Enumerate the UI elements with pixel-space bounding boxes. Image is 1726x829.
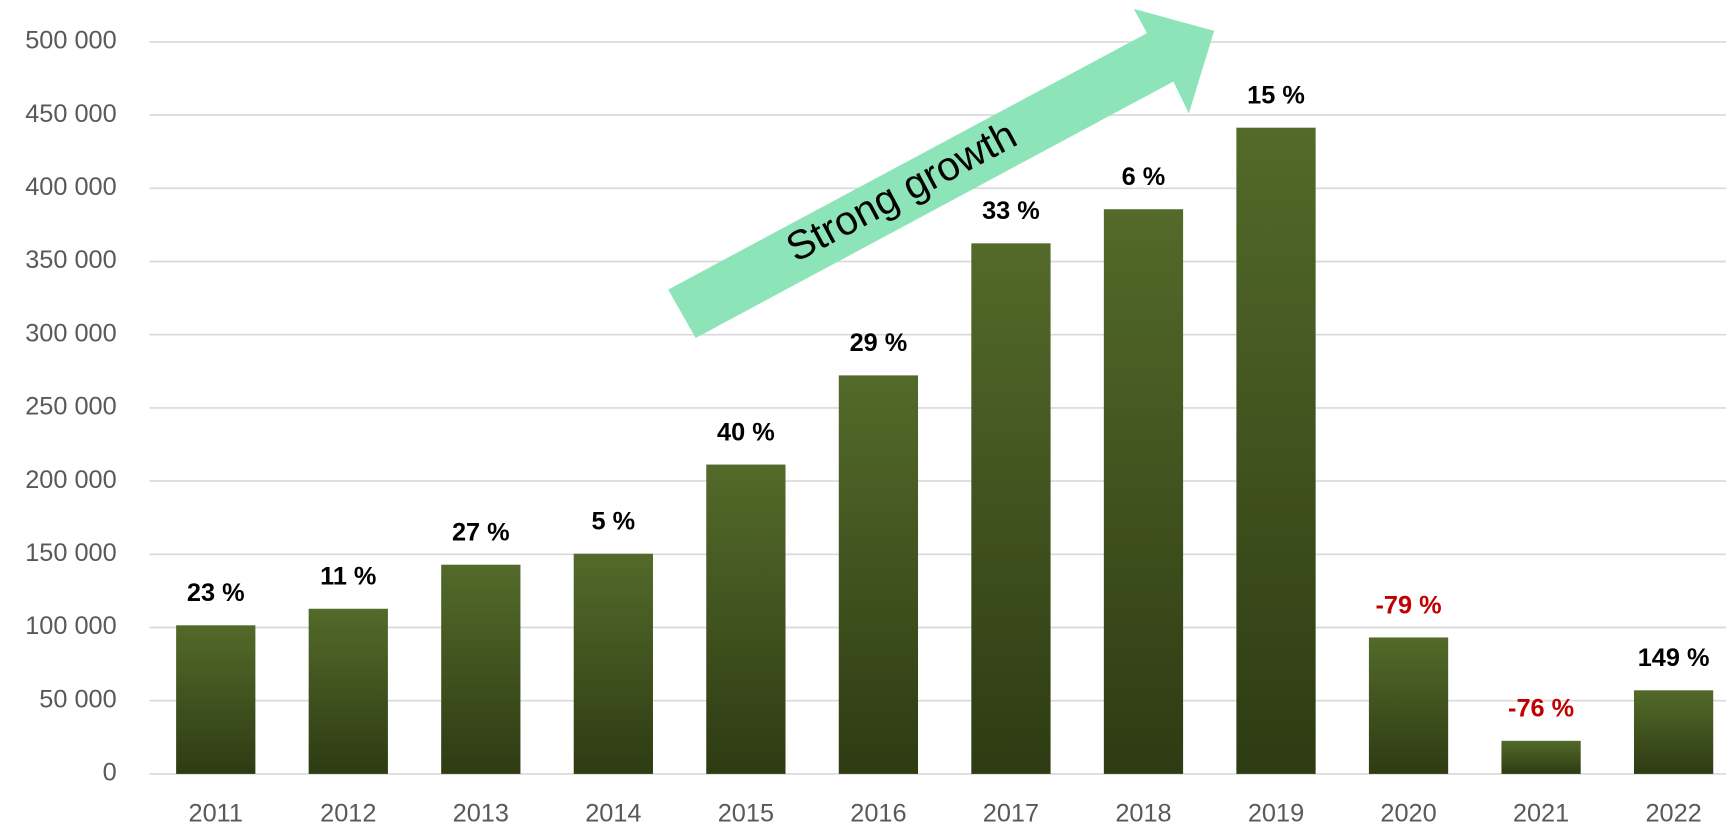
growth-label: 11 %	[320, 563, 376, 591]
y-tick-label: 450 000	[25, 100, 116, 128]
growth-label: 40 %	[717, 418, 775, 446]
bar	[971, 243, 1051, 774]
x-tick-label: 2012	[320, 799, 376, 827]
bar	[1103, 209, 1184, 774]
x-tick-label: 2021	[1513, 799, 1569, 827]
bar	[1368, 637, 1449, 774]
growth-label: 5 %	[592, 508, 636, 536]
x-tick-label: 2018	[1115, 799, 1171, 827]
growth-label: 23 %	[187, 579, 245, 607]
bar	[706, 464, 786, 774]
growth-label: 15 %	[1247, 82, 1305, 110]
x-tick-label: 2014	[585, 799, 641, 827]
growth-label: -79 %	[1375, 591, 1441, 619]
x-tick-label: 2022	[1645, 799, 1701, 827]
marks: 2011 23 % 2012 11 % 2013 27 % 2014 5 % 2015 40 % 2…	[176, 82, 1714, 827]
y-tick-label: 250 000	[25, 393, 116, 421]
y-tick-label: 50 000	[39, 685, 116, 713]
x-tick-label: 2011	[189, 799, 243, 827]
x-tick-label: 2013	[453, 799, 509, 827]
bar	[308, 608, 388, 774]
y-tick-label: 500 000	[25, 27, 116, 55]
y-tick-label: 200 000	[25, 466, 116, 494]
x-tick-label: 2020	[1380, 799, 1436, 827]
bar	[441, 564, 521, 774]
bar	[1633, 690, 1714, 774]
y-tick-label: 300 000	[25, 319, 116, 347]
growth-arrow	[668, 8, 1215, 338]
growth-label: 149 %	[1638, 644, 1710, 672]
y-tick-label: 400 000	[25, 173, 116, 201]
growth-label: 33 %	[982, 197, 1040, 225]
y-tick-label: 0	[103, 759, 117, 787]
x-tick-label: 2017	[983, 799, 1039, 827]
bar	[1501, 740, 1581, 774]
bar	[1236, 127, 1316, 774]
bar	[176, 625, 256, 774]
y-tick-label: 350 000	[25, 246, 116, 274]
growth-label: 27 %	[452, 519, 510, 547]
x-tick-label: 2015	[718, 799, 774, 827]
x-tick-label: 2016	[850, 799, 906, 827]
growth-label: -76 %	[1508, 695, 1574, 723]
y-tick-label: 150 000	[25, 539, 116, 567]
bar	[573, 553, 653, 774]
growth-label: 29 %	[850, 329, 908, 357]
grid: 0 50 000 100 000 150 000 200 000 250 000 300 0…	[25, 27, 1726, 787]
growth-label: 6 %	[1122, 163, 1166, 191]
bar	[838, 375, 919, 774]
y-tick-label: 100 000	[25, 612, 116, 640]
x-tick-label: 2019	[1248, 799, 1304, 827]
